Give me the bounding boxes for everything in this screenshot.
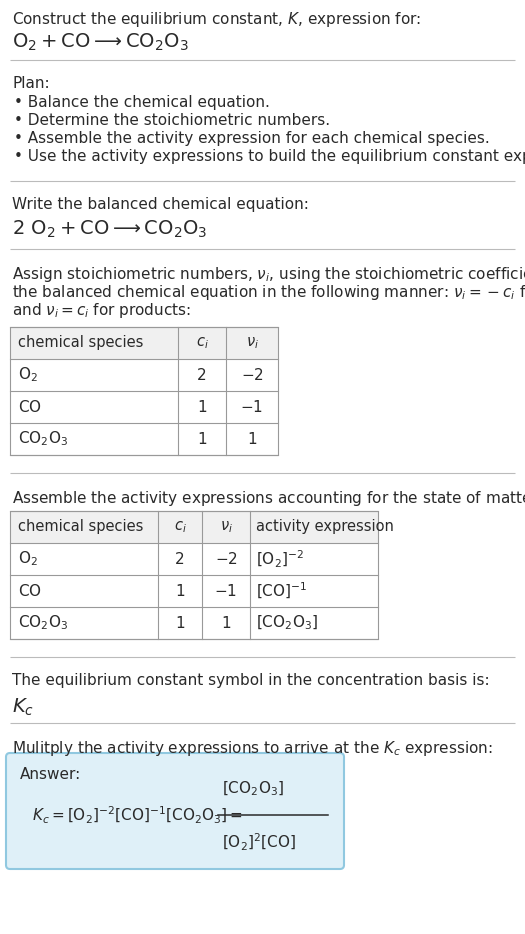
Text: $\mathrm{O_2 + CO \longrightarrow CO_2O_3}$: $\mathrm{O_2 + CO \longrightarrow CO_2O_… [12, 32, 188, 53]
Text: • Balance the chemical equation.: • Balance the chemical equation. [14, 95, 270, 110]
Text: Write the balanced chemical equation:: Write the balanced chemical equation: [12, 197, 309, 212]
Text: $[\mathrm{O_2}]^2 [\mathrm{CO}]$: $[\mathrm{O_2}]^2 [\mathrm{CO}]$ [222, 832, 296, 853]
Text: 1: 1 [197, 400, 207, 415]
Text: • Determine the stoichiometric numbers.: • Determine the stoichiometric numbers. [14, 113, 330, 128]
Text: 1: 1 [221, 616, 231, 630]
Text: $[\mathrm{O_2}]^{-2}$: $[\mathrm{O_2}]^{-2}$ [256, 548, 304, 570]
Text: The equilibrium constant symbol in the concentration basis is:: The equilibrium constant symbol in the c… [12, 673, 490, 688]
Text: $\mathrm{CO}$: $\mathrm{CO}$ [18, 399, 42, 415]
Text: 1: 1 [247, 432, 257, 446]
Text: $\mathrm{CO}$: $\mathrm{CO}$ [18, 583, 42, 599]
Text: Mulitply the activity expressions to arrive at the $K_c$ expression:: Mulitply the activity expressions to arr… [12, 739, 492, 758]
Bar [10, 511, 378, 543]
Text: Answer:: Answer: [20, 767, 81, 782]
Text: $\mathrm{CO_2O_3}$: $\mathrm{CO_2O_3}$ [18, 614, 68, 632]
Text: • Use the activity expressions to build the equilibrium constant expression.: • Use the activity expressions to build … [14, 149, 525, 164]
Text: chemical species: chemical species [18, 335, 143, 350]
Text: $\nu_i$: $\nu_i$ [219, 519, 233, 535]
Bar [10, 511, 378, 639]
Text: Plan:: Plan: [12, 76, 50, 91]
Text: $c_i$: $c_i$ [196, 335, 208, 351]
FancyBboxPatch shape [6, 753, 344, 869]
Text: $\mathrm{2\ O_2 + CO \longrightarrow CO_2O_3}$: $\mathrm{2\ O_2 + CO \longrightarrow CO_… [12, 219, 207, 240]
Text: $-1$: $-1$ [240, 399, 264, 415]
Text: 1: 1 [175, 616, 185, 630]
Text: $\mathrm{O_2}$: $\mathrm{O_2}$ [18, 365, 38, 385]
Text: $[\mathrm{CO_2O_3}]$: $[\mathrm{CO_2O_3}]$ [256, 614, 318, 632]
Text: activity expression: activity expression [256, 519, 394, 534]
Text: 1: 1 [197, 432, 207, 446]
Text: the balanced chemical equation in the following manner: $\nu_i = -c_i$ for react: the balanced chemical equation in the fo… [12, 283, 525, 302]
Text: $-2$: $-2$ [215, 551, 237, 567]
Text: $[\mathrm{CO_2O_3}]$: $[\mathrm{CO_2O_3}]$ [222, 780, 284, 798]
Text: • Assemble the activity expression for each chemical species.: • Assemble the activity expression for e… [14, 131, 490, 146]
Text: $\nu_i$: $\nu_i$ [246, 335, 258, 351]
Text: $-2$: $-2$ [240, 367, 264, 383]
Text: $\mathrm{O_2}$: $\mathrm{O_2}$ [18, 549, 38, 569]
Text: Assign stoichiometric numbers, $\nu_i$, using the stoichiometric coefficients, $: Assign stoichiometric numbers, $\nu_i$, … [12, 265, 525, 284]
Text: $\mathrm{CO_2O_3}$: $\mathrm{CO_2O_3}$ [18, 430, 68, 448]
Text: Construct the equilibrium constant, $K$, expression for:: Construct the equilibrium constant, $K$,… [12, 10, 422, 29]
Text: chemical species: chemical species [18, 519, 143, 534]
Text: and $\nu_i = c_i$ for products:: and $\nu_i = c_i$ for products: [12, 301, 191, 320]
Text: $K_c = [\mathrm{O_2}]^{-2} [\mathrm{CO}]^{-1} [\mathrm{CO_2O_3}] =$: $K_c = [\mathrm{O_2}]^{-2} [\mathrm{CO}]… [32, 804, 243, 826]
Text: 2: 2 [197, 367, 207, 383]
Text: $-1$: $-1$ [215, 583, 237, 599]
Text: $[\mathrm{CO}]^{-1}$: $[\mathrm{CO}]^{-1}$ [256, 581, 307, 601]
Text: 1: 1 [175, 584, 185, 599]
Text: 2: 2 [175, 551, 185, 567]
Text: $K_c$: $K_c$ [12, 697, 34, 718]
Bar [10, 327, 278, 359]
Text: $c_i$: $c_i$ [174, 519, 186, 535]
Text: Assemble the activity expressions accounting for the state of matter and $\nu_i$: Assemble the activity expressions accoun… [12, 489, 525, 508]
Bar [10, 327, 278, 455]
